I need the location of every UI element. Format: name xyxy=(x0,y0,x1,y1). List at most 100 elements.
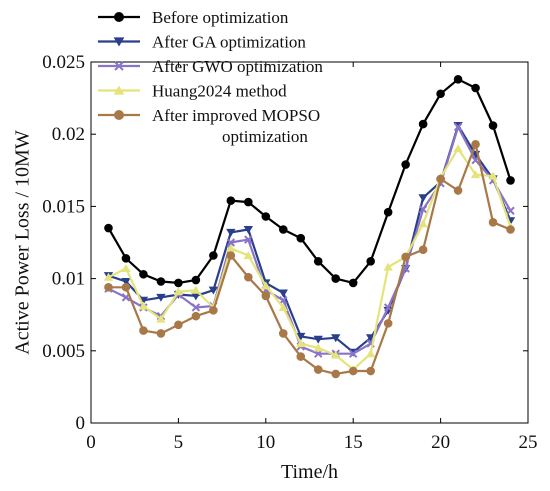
series-layer xyxy=(103,75,516,379)
data-point xyxy=(401,252,410,262)
series-3 xyxy=(103,144,516,374)
data-point xyxy=(156,293,166,302)
data-point xyxy=(226,196,236,205)
x-axis-ticks: 0 5 10 15 20 25 xyxy=(86,62,538,453)
data-point xyxy=(156,277,166,286)
data-point xyxy=(453,122,463,132)
legend-label: After GWO optimization xyxy=(152,57,323,76)
data-point xyxy=(453,144,463,153)
legend-item: After GA optimization xyxy=(98,33,306,52)
data-point xyxy=(278,303,288,312)
legend-item: Before optimization xyxy=(98,8,289,27)
data-point xyxy=(383,262,393,271)
data-point xyxy=(139,269,148,279)
data-point xyxy=(296,352,306,361)
data-point xyxy=(366,256,375,266)
data-point xyxy=(278,329,288,338)
data-point xyxy=(278,225,288,234)
data-point xyxy=(261,291,271,301)
data-point xyxy=(226,238,236,247)
y-tick-label: 0.02 xyxy=(52,124,85,145)
y-tick-label: 0.005 xyxy=(42,341,85,362)
data-point xyxy=(121,254,131,263)
data-point xyxy=(383,303,393,312)
data-point xyxy=(226,251,236,260)
data-point xyxy=(506,225,515,234)
data-point xyxy=(313,335,323,344)
data-point xyxy=(488,171,498,180)
series-line xyxy=(108,124,512,354)
data-point xyxy=(348,349,358,358)
legend-swatch-marker xyxy=(114,110,124,120)
data-point xyxy=(418,219,428,228)
data-point xyxy=(103,272,114,281)
series-0 xyxy=(104,75,515,288)
data-point xyxy=(243,251,253,260)
data-point xyxy=(261,212,271,221)
data-point xyxy=(366,366,375,376)
legend: Before optimization After GA optimization… xyxy=(98,8,323,146)
data-point xyxy=(331,350,341,359)
legend-item: Huang2024 method xyxy=(98,82,287,101)
data-point xyxy=(138,301,149,310)
legend-swatch-marker xyxy=(113,37,125,47)
data-point xyxy=(296,339,306,348)
data-point xyxy=(331,369,341,379)
data-point xyxy=(209,251,218,260)
data-point xyxy=(383,319,393,328)
data-point xyxy=(261,281,271,290)
data-point xyxy=(104,223,113,233)
data-point xyxy=(401,160,410,169)
legend-item: After improved MOPSO optimization xyxy=(98,106,320,146)
data-point xyxy=(348,366,358,376)
data-point xyxy=(244,197,253,207)
series-4 xyxy=(104,140,515,379)
data-point xyxy=(174,278,183,288)
data-point xyxy=(436,174,445,184)
x-axis-title: Time/h xyxy=(281,461,338,483)
data-point xyxy=(348,278,358,288)
y-axis-title: Active Power Loss / 10MW xyxy=(12,130,34,355)
x-tick-label: 5 xyxy=(174,432,184,453)
data-point xyxy=(173,287,184,296)
data-point xyxy=(453,186,463,195)
data-point xyxy=(243,225,253,234)
data-point xyxy=(191,303,201,312)
data-point xyxy=(121,277,131,286)
data-point xyxy=(418,119,428,129)
data-point xyxy=(470,170,481,179)
y-tick-label: 0.015 xyxy=(42,196,85,217)
data-point xyxy=(296,332,306,341)
series-line xyxy=(108,147,512,371)
data-point xyxy=(313,256,323,266)
data-point xyxy=(453,75,463,84)
data-point xyxy=(209,306,218,315)
data-point xyxy=(191,311,201,321)
data-point xyxy=(471,83,480,93)
data-point xyxy=(191,285,201,294)
y-tick-label: 0 xyxy=(76,413,86,434)
legend-swatch-marker xyxy=(113,85,125,95)
y-axis-ticks: 0 0.005 0.01 0.015 0.02 0.025 xyxy=(42,52,528,434)
x-tick-label: 15 xyxy=(344,432,363,453)
data-point xyxy=(174,320,183,330)
data-point xyxy=(244,235,253,244)
x-tick-label: 0 xyxy=(86,432,96,453)
data-point xyxy=(156,329,166,338)
x-tick-label: 25 xyxy=(519,432,538,453)
legend-swatch-marker xyxy=(114,12,124,22)
data-point xyxy=(244,272,253,282)
data-point xyxy=(506,176,515,185)
x-tick-label: 10 xyxy=(256,432,275,453)
data-point xyxy=(418,245,428,255)
data-point xyxy=(488,121,498,130)
data-point xyxy=(278,289,288,298)
data-point xyxy=(313,365,323,374)
data-point xyxy=(121,264,131,273)
plot-frame xyxy=(90,61,529,424)
data-point xyxy=(383,207,393,217)
legend-label: Huang2024 method xyxy=(152,82,287,101)
data-point xyxy=(208,286,219,295)
data-point xyxy=(488,217,498,227)
